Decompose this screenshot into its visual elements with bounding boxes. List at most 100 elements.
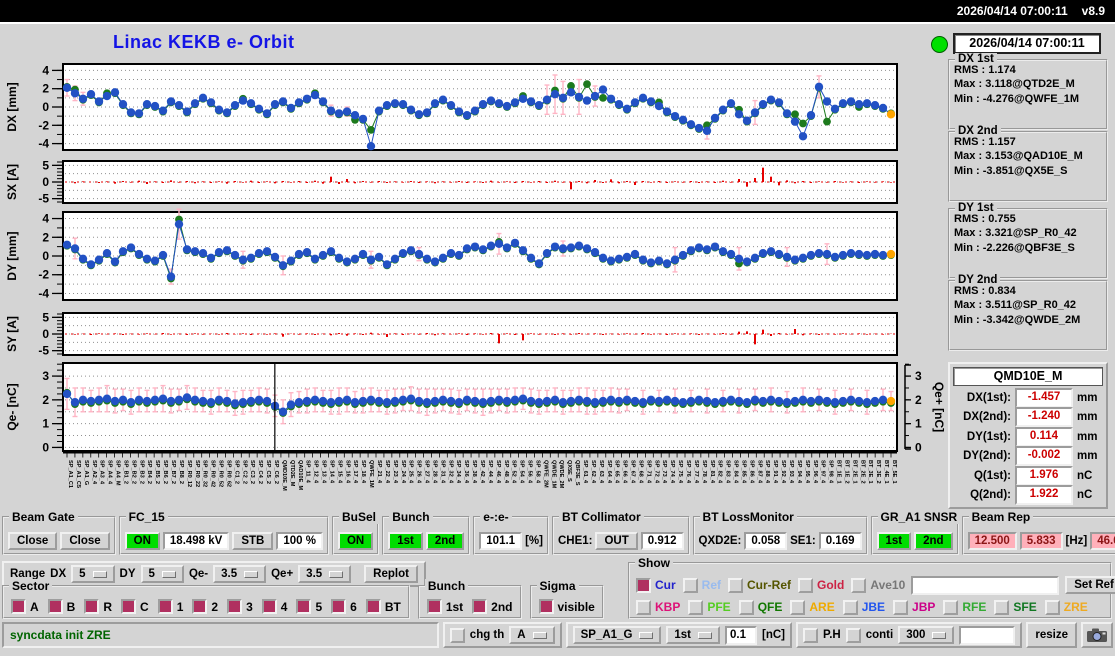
checkbox-icon[interactable] (842, 599, 858, 615)
checkbox-icon[interactable] (121, 599, 137, 614)
svg-text:QTD2E_M: QTD2E_M (289, 460, 295, 487)
set-ref-button[interactable]: Set Ref (1065, 576, 1115, 594)
resize-button[interactable]: resize (1026, 622, 1077, 648)
checkbox-icon[interactable] (538, 599, 554, 614)
busel-on-button[interactable]: ON (337, 532, 374, 550)
sector-checkbox-3[interactable]: 3 (227, 599, 253, 614)
svg-text:1: 1 (915, 417, 922, 431)
checkbox-icon[interactable] (790, 599, 806, 615)
bunch-checkbox-2nd[interactable]: 2nd (472, 599, 513, 614)
ref-name-input[interactable] (911, 575, 1060, 595)
stats-panel-dy-1st: DY 1st RMS : 0.755 Max : 3.321@SP_R0_42 … (948, 202, 1108, 279)
count-input[interactable] (959, 625, 1016, 645)
show-checkbox-ref[interactable]: Ref (682, 577, 721, 593)
show-checkbox-cur[interactable]: Cur (636, 577, 676, 593)
show-checkbox-rfe[interactable]: RFE (943, 599, 986, 615)
checkbox-icon[interactable] (738, 599, 754, 615)
checkbox-icon[interactable] (227, 599, 243, 614)
checkbox-icon[interactable] (157, 599, 173, 614)
checkbox-label: Cur (655, 578, 676, 592)
beam-gate-close-button-2[interactable]: Close (60, 532, 110, 550)
checkbox-icon[interactable] (636, 577, 651, 593)
bunch-select-dropdown[interactable]: 1st (666, 626, 721, 644)
checkbox-icon[interactable] (296, 599, 312, 614)
replot-button[interactable]: Replot (364, 565, 418, 583)
checkbox-icon[interactable] (426, 599, 442, 614)
checkbox-icon[interactable] (682, 577, 698, 593)
sector-checkbox-r[interactable]: R (84, 599, 112, 614)
checkbox-icon[interactable] (472, 599, 488, 614)
sector-select-dropdown[interactable]: A (509, 626, 555, 644)
checkbox-icon[interactable] (1044, 599, 1060, 615)
range-qep-dropdown[interactable]: 3.5 (298, 565, 352, 583)
checkbox-icon[interactable] (636, 599, 651, 615)
checkbox-icon[interactable] (688, 599, 704, 615)
sector-checkbox-4[interactable]: 4 (261, 599, 287, 614)
checkbox-label: PFE (707, 600, 731, 614)
sector-checkbox-2[interactable]: 2 (192, 599, 218, 614)
sector-checkbox-5[interactable]: 5 (296, 599, 322, 614)
show-checkbox-ave10[interactable]: Ave10 (851, 577, 905, 593)
sector-checkbox-1[interactable]: 1 (157, 599, 183, 614)
sector-checkbox-6[interactable]: 6 (331, 599, 357, 614)
svg-text:SP_B3_2: SP_B3_2 (138, 460, 144, 484)
chg-th-checkbox[interactable] (449, 627, 465, 643)
checkbox-icon[interactable] (84, 599, 100, 614)
min-value: -3.851@QX5E_S (982, 164, 1068, 177)
conti-checkbox[interactable] (845, 627, 861, 643)
sector-checkbox-c[interactable]: C (121, 599, 149, 614)
count-dropdown[interactable]: 300 (898, 626, 955, 644)
checkbox-icon[interactable] (728, 577, 744, 593)
checkbox-icon[interactable] (943, 599, 959, 615)
checkbox-icon[interactable] (11, 599, 26, 614)
checkbox-icon[interactable] (261, 599, 277, 614)
show-checkbox-gold[interactable]: Gold (798, 577, 844, 593)
checkbox-icon[interactable] (192, 599, 208, 614)
checkbox-icon[interactable] (893, 599, 909, 615)
checkbox-label: ARE (809, 600, 835, 614)
checkbox-icon[interactable] (994, 599, 1010, 615)
show-checkbox-jbp[interactable]: JBP (893, 599, 935, 615)
sector-checkbox-b[interactable]: B (47, 599, 75, 614)
svg-text:SP_86_4: SP_86_4 (748, 460, 754, 484)
beam-gate-close-button-1[interactable]: Close (8, 532, 58, 550)
bunch-checkbox-1st[interactable]: 1st (426, 599, 463, 614)
show-checkbox-jbe[interactable]: JBE (842, 599, 885, 615)
snsr-2nd-button[interactable]: 2nd (914, 532, 953, 550)
sigma-checkbox-visible[interactable]: visible (538, 599, 595, 614)
show-checkbox-pfe[interactable]: PFE (688, 599, 731, 615)
show-checkbox-are[interactable]: ARE (790, 599, 835, 615)
show-checkbox-cur-ref[interactable]: Cur-Ref (728, 577, 791, 593)
show-checkbox-sfe[interactable]: SFE (994, 599, 1037, 615)
svg-text:DX [mm]: DX [mm] (5, 82, 19, 131)
bunch-1st-button[interactable]: 1st (388, 532, 423, 550)
checkbox-icon[interactable] (331, 599, 347, 614)
screenshot-button[interactable] (1081, 622, 1113, 648)
ph-checkbox[interactable] (803, 627, 819, 643)
checkbox-icon[interactable] (47, 599, 63, 614)
show-checkbox-kbp[interactable]: KBP (636, 599, 680, 615)
fc15-on-button[interactable]: ON (124, 532, 160, 550)
sector-checkbox-bt[interactable]: BT (365, 599, 401, 614)
sector-checkbox-a[interactable]: A (11, 599, 39, 614)
group-bt-collimator: BT Collimator CHE1: OUT 0.912 (551, 510, 690, 555)
range-qem-dropdown[interactable]: 3.5 (213, 565, 267, 583)
svg-text:SP_R0_62: SP_R0_62 (225, 460, 231, 487)
threshold-input[interactable] (725, 625, 758, 645)
svg-text:SP_A1_C1: SP_A1_C1 (67, 460, 73, 488)
fc15-stb-button[interactable]: STB (232, 532, 274, 550)
checkbox-icon[interactable] (365, 599, 381, 614)
rms-label: RMS : (954, 212, 986, 225)
checkbox-icon[interactable] (798, 577, 814, 593)
checkbox-icon[interactable] (851, 577, 867, 593)
show-checkbox-qfe[interactable]: QFE (738, 599, 782, 615)
range-dy-dropdown[interactable]: 5 (140, 565, 184, 583)
che1-out-button[interactable]: OUT (595, 532, 638, 550)
bunch-2nd-button[interactable]: 2nd (425, 532, 465, 550)
nc-unit-label: [nC] (762, 629, 786, 641)
show-checkbox-zre[interactable]: ZRE (1044, 599, 1088, 615)
range-dx-dropdown[interactable]: 5 (71, 565, 115, 583)
snsr-1st-button[interactable]: 1st (876, 532, 912, 550)
group-bt-lossmonitor: BT LossMonitor QXD2E: 0.058 SE1: 0.169 (692, 510, 868, 555)
bpm-select-dropdown[interactable]: SP_A1_G (572, 626, 662, 644)
